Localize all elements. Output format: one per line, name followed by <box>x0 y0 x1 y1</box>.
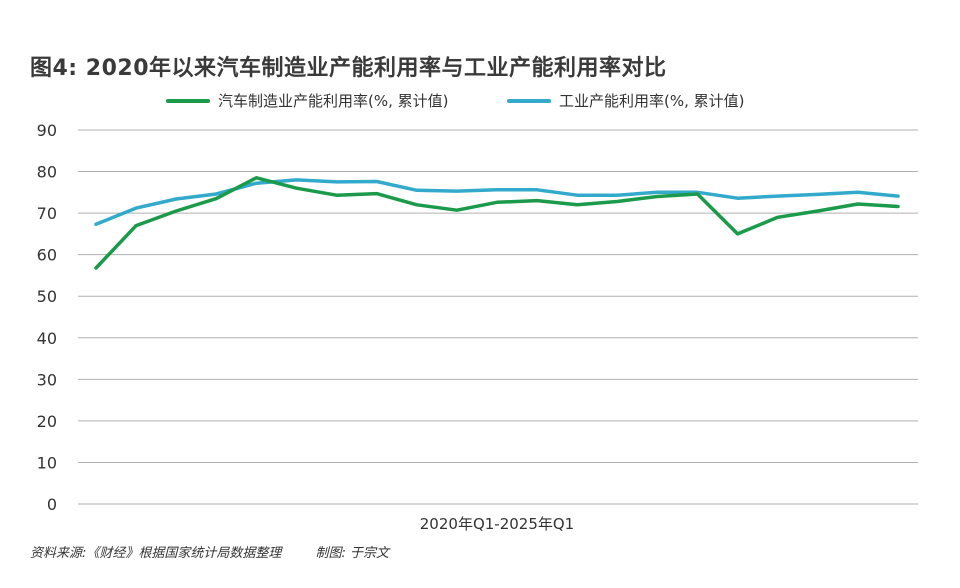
x-axis-label: 2020年Q1-2025年Q1 <box>420 515 574 533</box>
chart-title: 图4: 2020年以来汽车制造业产能利用率与工业产能利用率对比 <box>30 56 667 81</box>
legend-label-industry: 工业产能利用率(%, 累计值) <box>559 92 745 110</box>
y-tick-label: 0 <box>47 495 57 514</box>
legend-swatch-industry <box>507 98 551 103</box>
y-axis-ticks: 0 10 20 30 40 50 60 70 80 90 <box>37 121 57 514</box>
y-tick-label: 10 <box>37 453 57 472</box>
series-lines <box>94 176 900 270</box>
y-tick-label: 20 <box>37 412 57 431</box>
grid-lines <box>78 129 918 505</box>
y-tick-label: 30 <box>37 370 57 389</box>
legend-item-auto[interactable]: 汽车制造业产能利用率(%, 累计值) <box>166 90 449 111</box>
y-tick-label: 90 <box>37 121 57 140</box>
legend: 汽车制造业产能利用率(%, 累计值) 工业产能利用率(%, 累计值) <box>0 90 960 114</box>
y-tick-label: 50 <box>37 287 57 306</box>
legend-label-auto: 汽车制造业产能利用率(%, 累计值) <box>218 92 449 110</box>
legend-swatch-auto <box>166 98 210 103</box>
series-line-auto <box>94 176 900 270</box>
legend-item-industry[interactable]: 工业产能利用率(%, 累计值) <box>507 90 745 111</box>
footer: 资料来源:《财经》根据国家统计局数据整理 制图: 于宗文 <box>30 542 419 561</box>
y-tick-label: 60 <box>37 246 57 265</box>
source-note: 资料来源:《财经》根据国家统计局数据整理 <box>30 546 282 561</box>
y-tick-label: 80 <box>37 163 57 182</box>
credit-note: 制图: 于宗文 <box>315 546 390 561</box>
y-tick-label: 70 <box>37 204 57 223</box>
y-tick-label: 40 <box>37 329 57 348</box>
